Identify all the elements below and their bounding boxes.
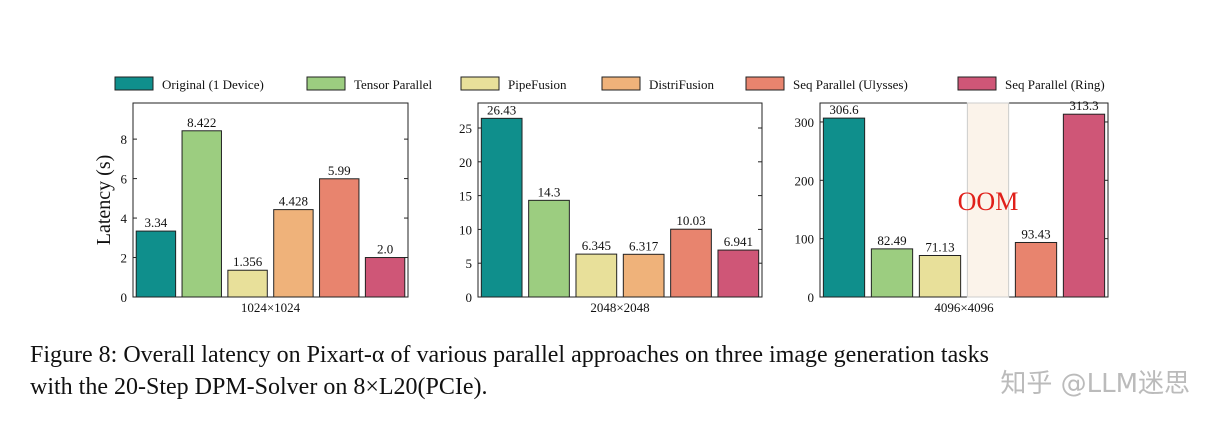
legend-swatch [601, 76, 641, 91]
bar [870, 248, 914, 298]
y-tick-label: 10 [459, 222, 472, 237]
x-axis-label: 1024×1024 [241, 300, 301, 315]
bar [1062, 113, 1106, 298]
bar [227, 269, 268, 298]
legend-label: Original (1 Device) [162, 77, 264, 92]
value-label: 2.0 [377, 242, 393, 257]
plot-frame [132, 102, 409, 298]
value-label: 26.43 [487, 102, 516, 117]
y-tick-label: 5 [466, 256, 473, 271]
legend-label: Seq Parallel (Ring) [1005, 77, 1105, 92]
legend-label: Seq Parallel (Ulysses) [793, 77, 908, 92]
value-label: 6.317 [629, 238, 659, 253]
y-tick-label: 25 [459, 121, 472, 136]
bar [622, 253, 665, 298]
legend-label: PipeFusion [508, 77, 567, 92]
plot-frame [819, 102, 1109, 298]
bar [1014, 241, 1058, 298]
bar [181, 130, 222, 298]
x-axis-label: 2048×2048 [590, 300, 649, 315]
plot-frame [477, 102, 763, 298]
value-label: 82.49 [877, 233, 906, 248]
annotation: OOM [958, 187, 1019, 216]
y-tick-label: 0 [808, 290, 815, 305]
y-tick-label: 20 [459, 155, 472, 170]
bar [717, 249, 760, 298]
bar [822, 117, 866, 298]
value-label: 6.941 [724, 234, 753, 249]
y-tick-label: 4 [121, 211, 128, 226]
value-label: 1.356 [233, 254, 263, 269]
bar [319, 178, 360, 298]
legend-swatch [745, 76, 785, 91]
value-label: 306.6 [829, 102, 859, 117]
legend-swatch [114, 76, 154, 91]
legend-label: Tensor Parallel [354, 77, 433, 92]
bar [575, 253, 618, 298]
caption-line: Figure 8: Overall latency on Pixart-α of… [30, 342, 989, 368]
bar [364, 257, 406, 298]
value-label: 4.428 [279, 194, 308, 209]
value-label: 6.345 [582, 238, 611, 253]
value-label: 3.34 [145, 215, 168, 230]
legend-swatch [460, 76, 500, 91]
value-label: 8.422 [187, 115, 216, 130]
bar [273, 209, 314, 298]
y-axis-label: Latency (s) [93, 155, 115, 246]
value-label: 10.03 [676, 213, 705, 228]
legend-swatch [957, 76, 997, 91]
y-tick-label: 2 [121, 251, 128, 266]
y-tick-label: 0 [466, 290, 473, 305]
caption-line: with the 20-Step DPM-Solver on 8×L20(PCI… [30, 374, 488, 400]
legend-swatch [306, 76, 346, 91]
legend-label: DistriFusion [649, 77, 715, 92]
y-tick-label: 8 [121, 132, 128, 147]
value-label: 93.43 [1021, 226, 1050, 241]
y-tick-label: 6 [121, 172, 128, 187]
y-tick-label: 200 [795, 173, 815, 188]
watermark: 知乎 @LLM迷思 [1000, 369, 1190, 399]
bar [135, 230, 177, 298]
y-tick-label: 15 [459, 189, 472, 204]
bar [918, 254, 962, 298]
y-tick-label: 300 [795, 115, 815, 130]
x-axis-label: 4096×4096 [934, 300, 994, 315]
oom-region [966, 102, 1010, 298]
bar [480, 117, 523, 298]
bar [670, 228, 712, 298]
y-tick-label: 0 [121, 290, 128, 305]
bar [528, 199, 570, 298]
value-label: 5.99 [328, 163, 351, 178]
value-label: 14.3 [538, 184, 561, 199]
y-tick-label: 100 [795, 232, 815, 247]
value-label: 71.13 [925, 239, 954, 254]
value-label: 313.3 [1069, 98, 1098, 113]
